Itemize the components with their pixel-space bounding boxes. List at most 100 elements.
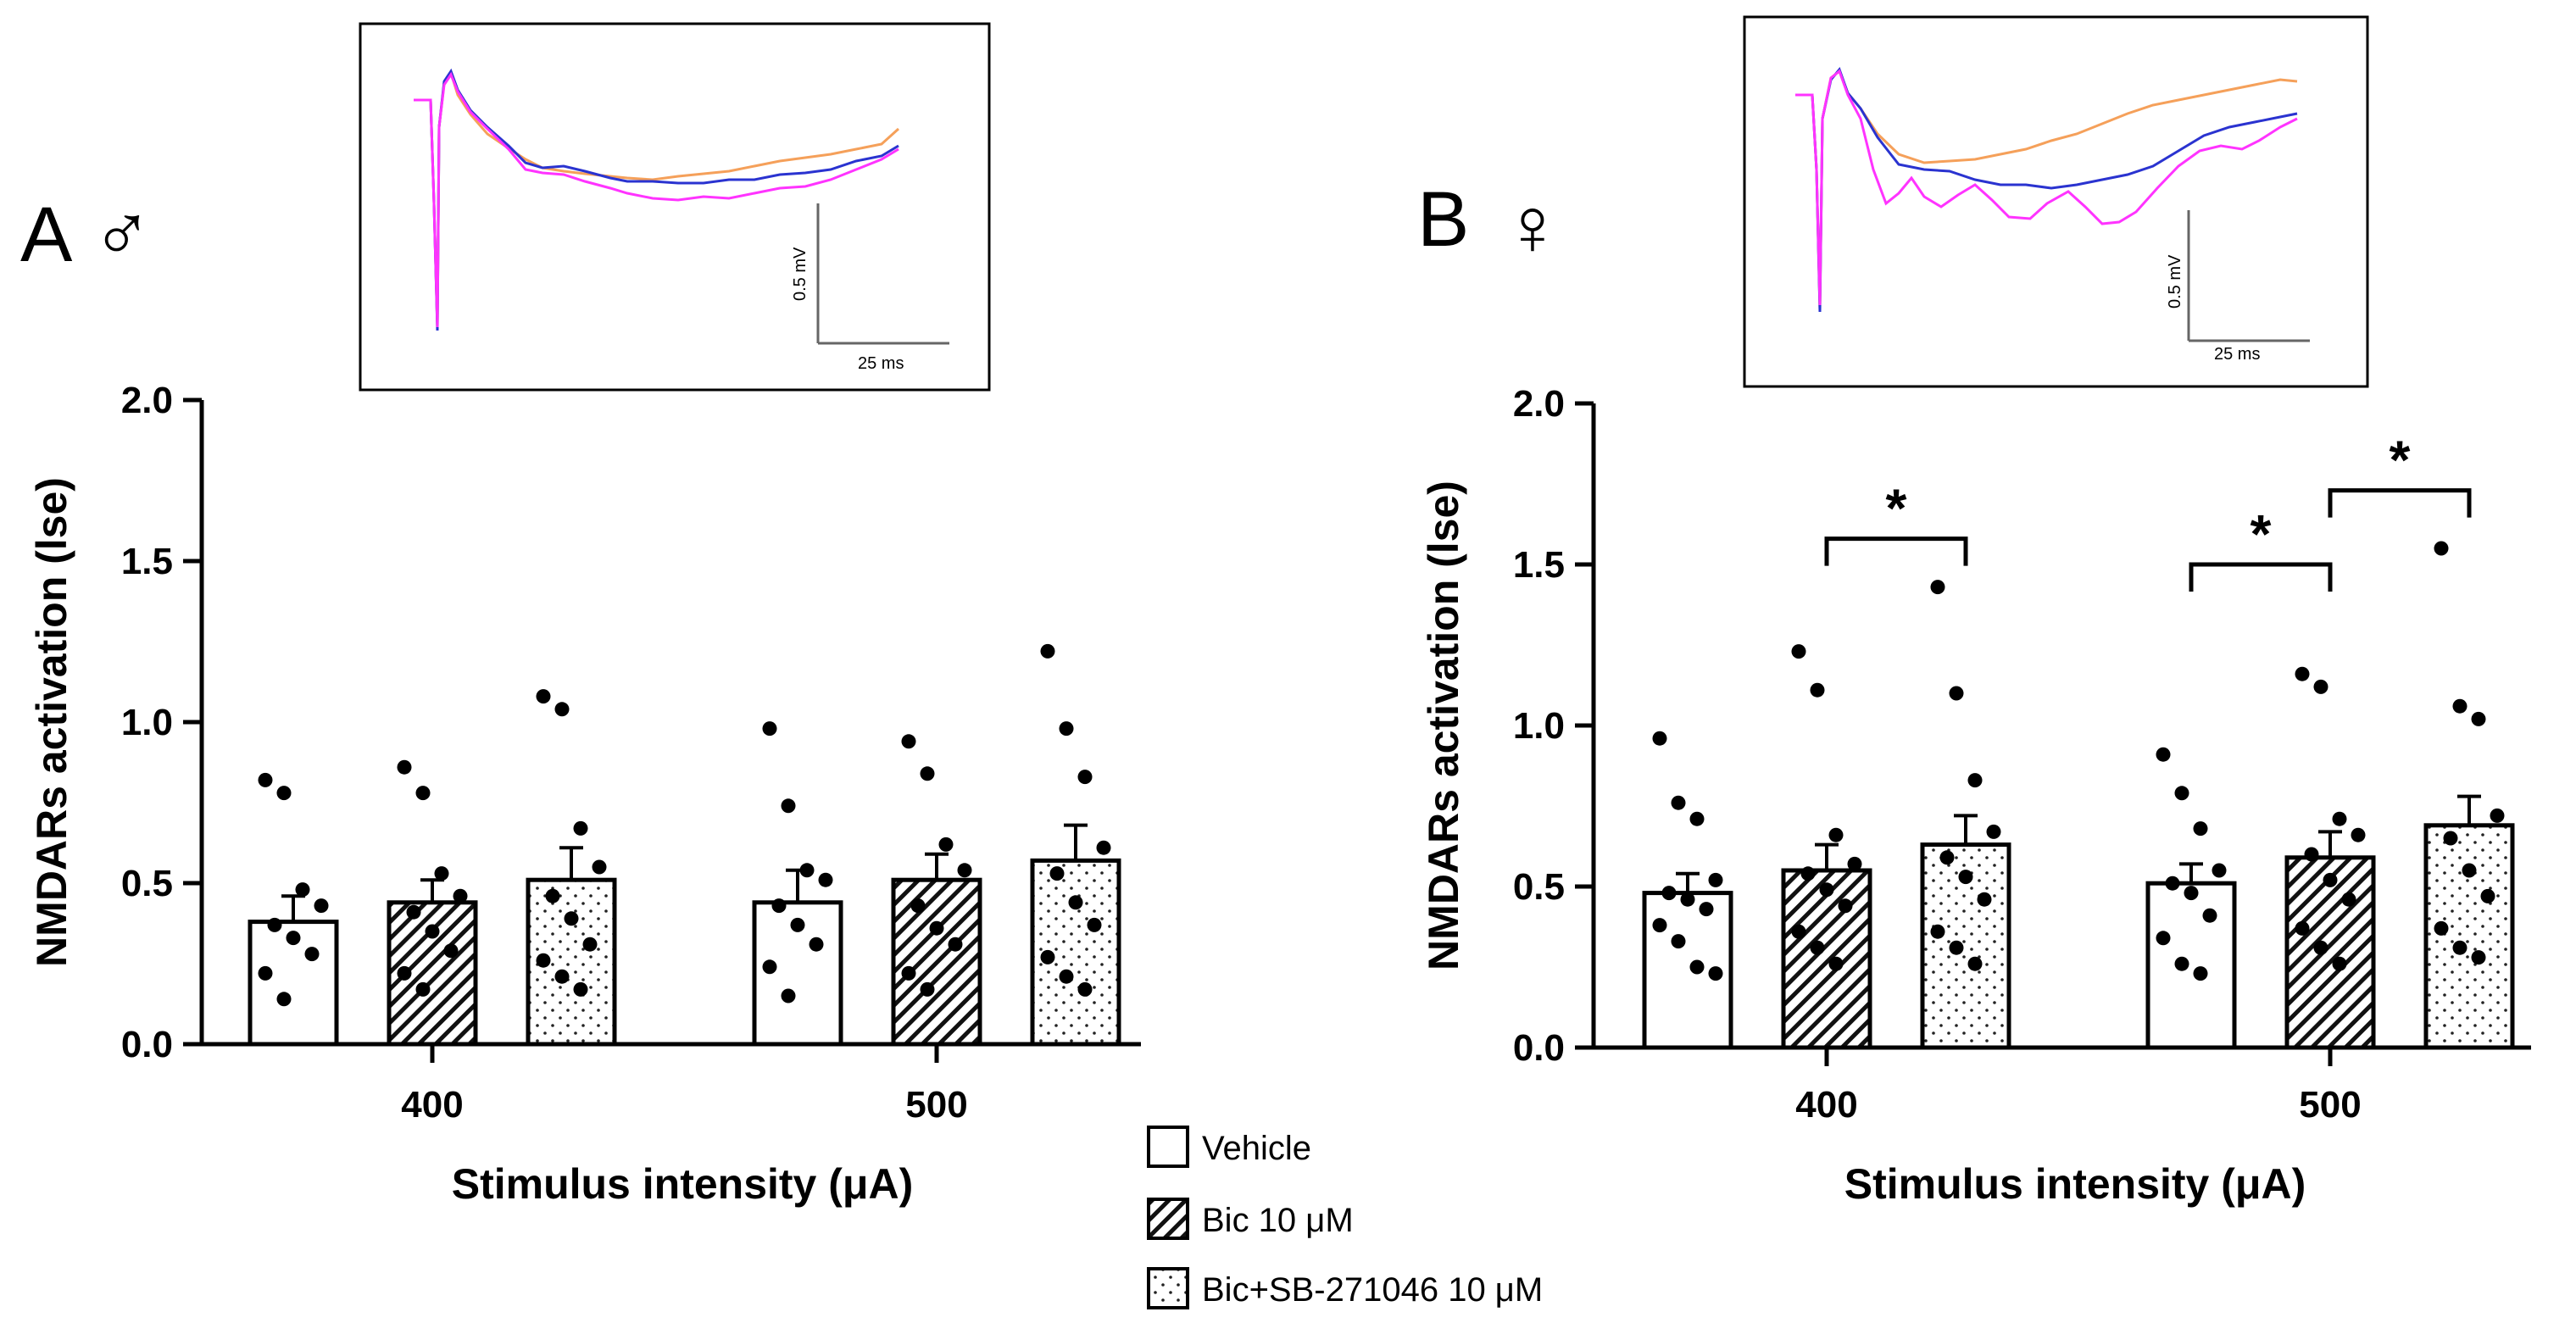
panel-b-data-point-bic bbox=[2323, 872, 2338, 887]
panel-b-data-point-bic bbox=[2341, 892, 2356, 907]
panel-a: A ♂ 0.5 mV 25 ms 0.0 0.5 1.0 1.5 2.0 NMDARs a… bbox=[20, 22, 1141, 1208]
panel-b-data-point-bic bbox=[2304, 847, 2319, 862]
panel-b-y-tick-label: 0.5 bbox=[1513, 866, 1565, 908]
panel-b-data-point-bic bbox=[2332, 811, 2347, 826]
panel-a-data-point-bic bbox=[948, 937, 963, 952]
panel-a-data-point-bic-sb bbox=[536, 689, 551, 704]
panel-a-data-point-vehicle bbox=[762, 959, 777, 975]
panel-b-data-point-vehicle bbox=[1671, 795, 1686, 810]
legend-label-bic: Bic 10 μM bbox=[1202, 1202, 1354, 1239]
panel-b-data-point-bic bbox=[2295, 920, 2310, 936]
panel-b-bar-vehicle-500 bbox=[2145, 881, 2237, 1050]
panel-b-data-point-bic bbox=[2313, 940, 2328, 955]
panel-b-data-point-vehicle bbox=[1708, 966, 1723, 981]
panel-a-y-tick-label: 0.5 bbox=[121, 863, 173, 904]
panel-b-data-point-bic-sb bbox=[2480, 888, 2495, 903]
panel-b-bar-bic-400 bbox=[1781, 868, 1872, 1050]
panel-a-data-point-vehicle bbox=[267, 917, 282, 932]
panel-b-data-point-vehicle bbox=[1661, 886, 1677, 901]
panel-b-significance-star: * bbox=[1886, 478, 1907, 539]
panel-a-y-tick-label: 1.5 bbox=[121, 541, 173, 582]
panel-a-data-point-vehicle bbox=[799, 863, 815, 878]
panel-b-significance-bracket bbox=[1824, 536, 1968, 566]
panel-b-data-point-bic bbox=[1791, 924, 1806, 939]
panel-a-data-point-bic bbox=[938, 837, 954, 852]
panel-a-data-point-vehicle bbox=[276, 786, 292, 801]
panel-a-data-point-bic-sb bbox=[536, 953, 551, 968]
bic-sb-trace bbox=[1795, 69, 2298, 306]
panel-b-data-point-bic-sb bbox=[1930, 924, 1945, 939]
panel-b-data-point-vehicle bbox=[2184, 886, 2199, 901]
panel-a-data-point-bic bbox=[929, 920, 944, 936]
panel-a-x-axis-label: Stimulus intensity (μA) bbox=[452, 1160, 914, 1208]
panel-b-letter: B bbox=[1417, 176, 1469, 263]
panel-a-data-point-bic-sb bbox=[1040, 949, 1055, 964]
panel-b-significance-star: * bbox=[2251, 503, 2272, 564]
panel-a-data-point-bic-sb bbox=[573, 981, 588, 997]
panel-a-data-point-bic-sb bbox=[1068, 895, 1083, 910]
panel-b-data-point-bic-sb bbox=[1930, 580, 1945, 595]
panel-b-bar-bic-500 bbox=[2284, 855, 2376, 1050]
panel-b-data-point-bic-sb bbox=[2462, 863, 2477, 878]
panel-a-x-tick-label: 500 bbox=[905, 1084, 967, 1126]
panel-a-data-point-bic-sb bbox=[554, 702, 570, 717]
panel-b-data-point-vehicle bbox=[2193, 966, 2208, 981]
panel-b-data-point-bic bbox=[2351, 827, 2366, 842]
panel-b: B ♀ 0.5 mV 25 ms 0.0 0.5 1.0 1.5 2.0 NMDARs a… bbox=[1417, 15, 2531, 1208]
panel-a-data-point-bic-sb bbox=[554, 969, 570, 984]
panel-a-data-point-bic-sb bbox=[1059, 969, 1074, 984]
panel-b-data-point-bic-sb bbox=[1986, 824, 2001, 839]
panel-b-x-tick-label: 500 bbox=[2299, 1084, 2361, 1126]
panel-a-data-point-bic-sb bbox=[545, 888, 560, 903]
panel-a-data-point-vehicle bbox=[286, 931, 301, 946]
panel-a-data-point-bic bbox=[397, 759, 412, 775]
panel-a-data-point-bic-sb bbox=[1077, 981, 1093, 997]
panel-b-data-point-bic bbox=[1828, 956, 1844, 971]
panel-b-significance-star: * bbox=[2390, 430, 2411, 491]
panel-b-data-point-bic-sb bbox=[2490, 808, 2505, 823]
panel-b-data-point-vehicle bbox=[2156, 931, 2171, 946]
legend: Vehicle Bic 10 μM Bic+SB-271046 10 μM bbox=[1147, 1126, 1543, 1309]
panel-b-data-point-bic-sb bbox=[1967, 956, 1983, 971]
panel-b-x-axis-label: Stimulus intensity (μA) bbox=[1844, 1160, 2306, 1208]
male-symbol-icon: ♂ bbox=[92, 188, 153, 279]
panel-a-data-point-bic bbox=[957, 863, 972, 878]
panel-a-data-point-bic-sb bbox=[1087, 917, 1102, 932]
panel-b-y-tick-label: 1.0 bbox=[1513, 705, 1565, 747]
panel-b-data-point-bic-sb bbox=[2471, 950, 2486, 965]
panel-b-data-point-bic-sb bbox=[2434, 920, 2449, 936]
panel-a-data-point-vehicle bbox=[818, 872, 833, 887]
panel-a-data-point-bic-sb bbox=[573, 820, 588, 836]
panel-a-data-point-bic-sb bbox=[1077, 770, 1093, 785]
panel-a-data-point-bic-sb bbox=[582, 937, 598, 952]
panel-a-data-point-bic bbox=[415, 786, 431, 801]
panel-b-data-point-bic bbox=[1847, 856, 1862, 871]
panel-b-data-point-bic-sb bbox=[1949, 686, 1964, 701]
legend-item-bic-sb: Bic+SB-271046 10 μM bbox=[1147, 1267, 1543, 1309]
panel-b-data-point-bic bbox=[1828, 827, 1844, 842]
panel-b-data-point-bic-sb bbox=[2452, 698, 2468, 714]
panel-b-data-point-vehicle bbox=[2174, 786, 2189, 801]
panel-a-data-point-bic bbox=[406, 904, 421, 920]
panel-b-data-point-bic bbox=[1819, 882, 1834, 898]
panel-a-data-point-bic-sb bbox=[1040, 643, 1055, 659]
panel-b-data-point-vehicle bbox=[1689, 959, 1705, 975]
panel-b-data-point-bic bbox=[1800, 866, 1816, 881]
panel-a-data-point-bic-sb bbox=[564, 911, 579, 926]
panel-a-data-point-vehicle bbox=[771, 898, 787, 914]
panel-b-data-point-vehicle bbox=[1680, 892, 1695, 907]
panel-a-y-tick-label: 1.0 bbox=[121, 702, 173, 743]
panel-b-data-point-bic bbox=[2313, 679, 2328, 694]
panel-a-data-point-vehicle bbox=[304, 947, 320, 962]
panel-b-bar-bic-sb-500 bbox=[2423, 823, 2515, 1050]
legend-label-vehicle: Vehicle bbox=[1202, 1130, 1311, 1167]
panel-b-data-point-vehicle bbox=[2193, 821, 2208, 837]
panel-a-data-point-bic bbox=[910, 898, 926, 914]
panel-a-data-point-bic-sb bbox=[1049, 866, 1065, 881]
panel-b-scale-voltage-label: 0.5 mV bbox=[2166, 254, 2184, 309]
panel-a-data-point-bic bbox=[415, 981, 431, 997]
panel-a-chart: 0.0 0.5 1.0 1.5 2.0 NMDARs activation (lse) St… bbox=[28, 380, 1141, 1208]
panel-b-chart: 0.0 0.5 1.0 1.5 2.0 NMDARs activation (lse) St… bbox=[1420, 383, 2531, 1208]
panel-b-data-point-vehicle bbox=[1699, 902, 1714, 917]
panel-a-data-point-bic-sb bbox=[1059, 721, 1074, 737]
